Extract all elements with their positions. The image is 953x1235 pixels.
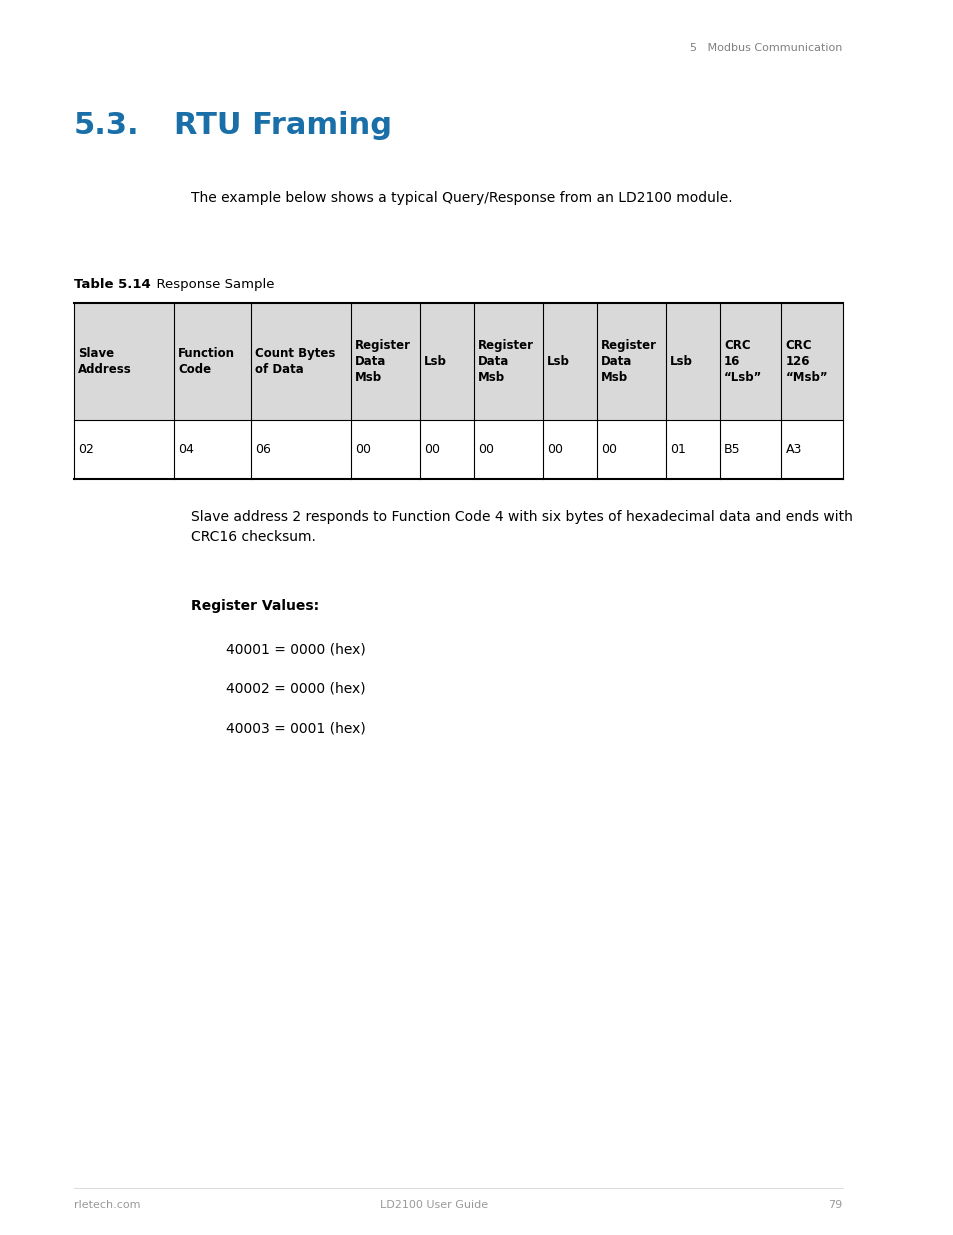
Text: LD2100 User Guide: LD2100 User Guide xyxy=(380,1200,488,1210)
Text: 01: 01 xyxy=(670,443,685,456)
Text: Function
Code: Function Code xyxy=(178,347,234,375)
Text: Register Values:: Register Values: xyxy=(191,599,319,613)
Text: Lsb: Lsb xyxy=(424,354,447,368)
Text: 5.3.: 5.3. xyxy=(73,111,139,140)
Text: 00: 00 xyxy=(600,443,617,456)
Text: The example below shows a typical Query/Response from an LD2100 module.: The example below shows a typical Query/… xyxy=(191,191,732,205)
Text: A3: A3 xyxy=(784,443,801,456)
Text: Table 5.14: Table 5.14 xyxy=(73,278,151,291)
Text: 5   Modbus Communication: 5 Modbus Communication xyxy=(690,43,841,53)
Text: CRC
16
“Lsb”: CRC 16 “Lsb” xyxy=(723,338,761,384)
Text: 02: 02 xyxy=(78,443,94,456)
Text: Response Sample: Response Sample xyxy=(148,278,274,291)
Text: 00: 00 xyxy=(477,443,494,456)
Text: Register
Data
Msb: Register Data Msb xyxy=(355,338,411,384)
Bar xyxy=(73,303,841,420)
Text: Register
Data
Msb: Register Data Msb xyxy=(477,338,534,384)
Text: 79: 79 xyxy=(827,1200,841,1210)
Text: 40001 = 0000 (hex): 40001 = 0000 (hex) xyxy=(226,642,365,656)
Text: RTU Framing: RTU Framing xyxy=(173,111,392,140)
Text: 00: 00 xyxy=(547,443,562,456)
Text: 40003 = 0001 (hex): 40003 = 0001 (hex) xyxy=(226,721,365,735)
Bar xyxy=(73,420,841,479)
Text: rletech.com: rletech.com xyxy=(73,1200,140,1210)
Text: 06: 06 xyxy=(254,443,271,456)
Text: Lsb: Lsb xyxy=(670,354,693,368)
Text: 00: 00 xyxy=(424,443,439,456)
Text: 00: 00 xyxy=(355,443,371,456)
Text: Slave address 2 responds to Function Code 4 with six bytes of hexadecimal data a: Slave address 2 responds to Function Cod… xyxy=(191,510,852,543)
Text: CRC
126
“Msb”: CRC 126 “Msb” xyxy=(784,338,827,384)
Text: Register
Data
Msb: Register Data Msb xyxy=(600,338,657,384)
Text: Slave
Address: Slave Address xyxy=(78,347,132,375)
Text: 40002 = 0000 (hex): 40002 = 0000 (hex) xyxy=(226,682,365,695)
Text: B5: B5 xyxy=(723,443,740,456)
Text: Count Bytes
of Data: Count Bytes of Data xyxy=(254,347,335,375)
Text: 04: 04 xyxy=(178,443,193,456)
Text: Lsb: Lsb xyxy=(547,354,570,368)
